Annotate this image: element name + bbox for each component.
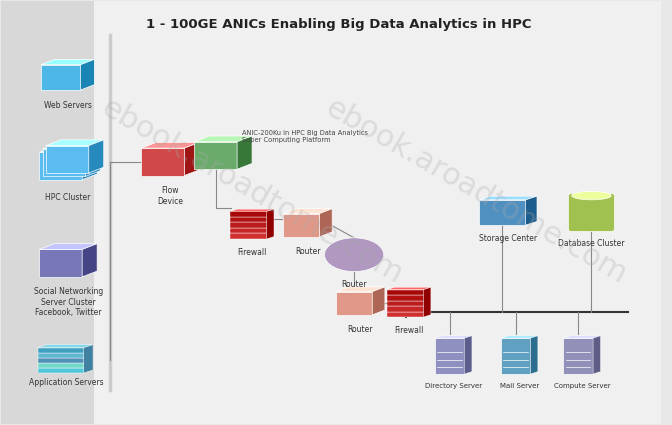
Polygon shape: [423, 287, 431, 317]
Polygon shape: [46, 140, 103, 146]
Polygon shape: [501, 336, 538, 338]
Bar: [38, 363, 84, 368]
Polygon shape: [38, 345, 93, 348]
Text: 1 - 100GE ANICs Enabling Big Data Analytics in HPC: 1 - 100GE ANICs Enabling Big Data Analyt…: [146, 18, 532, 31]
Polygon shape: [41, 65, 81, 90]
Polygon shape: [593, 336, 601, 374]
Polygon shape: [526, 196, 537, 225]
Text: Compute Server: Compute Server: [554, 383, 610, 389]
Text: ANIC-200Ku in HPC Big Data Analytics
Super Computing Platform: ANIC-200Ku in HPC Big Data Analytics Sup…: [242, 130, 368, 143]
Polygon shape: [336, 292, 372, 315]
Polygon shape: [336, 287, 385, 292]
Text: Flow
Device: Flow Device: [157, 186, 183, 206]
Bar: [387, 306, 423, 312]
Ellipse shape: [325, 238, 384, 272]
Polygon shape: [194, 142, 237, 169]
FancyBboxPatch shape: [569, 193, 614, 232]
Polygon shape: [435, 336, 472, 338]
Text: HPC Cluster: HPC Cluster: [44, 193, 90, 202]
Bar: [38, 348, 84, 353]
Text: Social Networking
Server Cluster
Facebook, Twitter: Social Networking Server Cluster Faceboo…: [34, 287, 103, 317]
Polygon shape: [283, 209, 332, 213]
Polygon shape: [267, 209, 274, 239]
Bar: [38, 368, 84, 373]
Polygon shape: [530, 336, 538, 374]
Text: Mail Server: Mail Server: [500, 383, 539, 389]
Bar: [435, 338, 464, 374]
Bar: [387, 312, 423, 317]
Bar: [230, 228, 267, 233]
Bar: [230, 212, 267, 217]
Polygon shape: [84, 345, 93, 373]
Polygon shape: [387, 287, 431, 289]
Polygon shape: [89, 140, 103, 173]
Polygon shape: [39, 244, 97, 249]
Polygon shape: [39, 147, 97, 152]
Polygon shape: [42, 143, 100, 149]
Polygon shape: [230, 209, 274, 212]
Ellipse shape: [572, 191, 612, 200]
Polygon shape: [563, 336, 601, 338]
Bar: [387, 289, 423, 295]
Bar: [387, 295, 423, 300]
Polygon shape: [85, 143, 100, 176]
Bar: [230, 233, 267, 239]
Polygon shape: [142, 142, 200, 148]
Polygon shape: [82, 147, 97, 180]
Bar: [230, 222, 267, 228]
Bar: [93, 1, 661, 424]
Polygon shape: [479, 200, 526, 225]
Bar: [387, 300, 423, 306]
Polygon shape: [41, 60, 94, 65]
Polygon shape: [39, 249, 82, 277]
Polygon shape: [81, 60, 94, 90]
Text: ebook.aroadtome.com: ebook.aroadtome.com: [321, 93, 632, 290]
Polygon shape: [464, 336, 472, 374]
Bar: [501, 338, 530, 374]
Polygon shape: [184, 142, 200, 176]
Polygon shape: [283, 213, 319, 237]
Text: Database Cluster: Database Cluster: [558, 239, 625, 248]
Text: Router: Router: [347, 326, 373, 334]
Text: Router: Router: [341, 280, 367, 289]
Bar: [1, 1, 93, 424]
Bar: [563, 338, 593, 374]
Polygon shape: [237, 136, 252, 169]
Polygon shape: [142, 148, 184, 176]
Text: Web Servers: Web Servers: [44, 101, 91, 110]
Bar: [230, 217, 267, 222]
Polygon shape: [319, 209, 332, 237]
Text: Router: Router: [295, 247, 321, 256]
Text: ebook.aroadtome.com: ebook.aroadtome.com: [96, 93, 408, 290]
Polygon shape: [194, 136, 252, 142]
Polygon shape: [42, 149, 85, 176]
Text: Firewall: Firewall: [394, 326, 424, 335]
Bar: [38, 353, 84, 358]
Polygon shape: [479, 196, 537, 200]
Text: Directory Server: Directory Server: [425, 383, 482, 389]
Polygon shape: [82, 244, 97, 277]
Polygon shape: [39, 152, 82, 180]
Polygon shape: [46, 146, 89, 173]
Text: Application Servers: Application Servers: [29, 378, 103, 387]
Polygon shape: [372, 287, 385, 315]
Text: Storage Center: Storage Center: [479, 235, 538, 244]
Text: Firewall: Firewall: [238, 248, 267, 257]
Bar: [38, 358, 84, 363]
